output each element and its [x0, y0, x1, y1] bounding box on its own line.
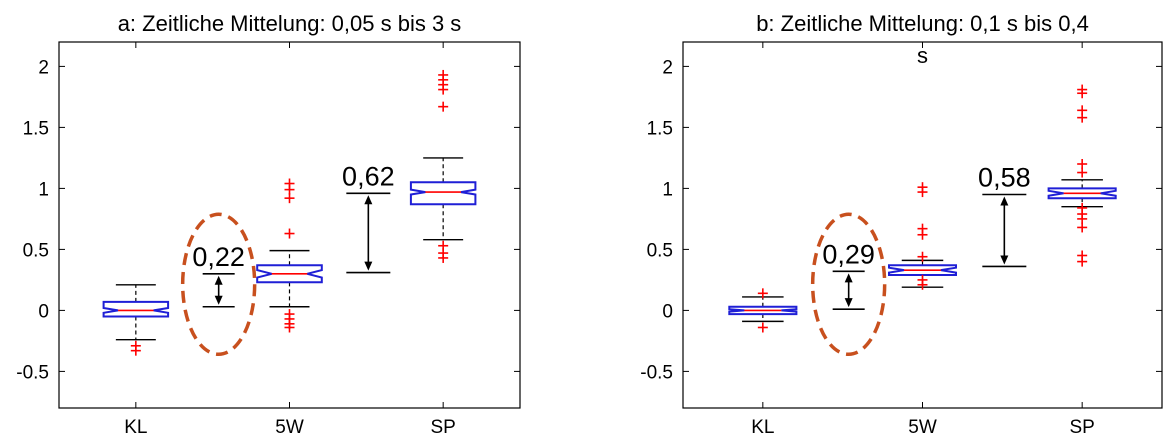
outlier-marker	[757, 288, 768, 299]
x-category-label: SP	[1069, 417, 1094, 438]
chart-title: a: Zeitliche Mittelung: 0,05 s bis 3 s	[118, 11, 462, 36]
outlier-marker	[284, 228, 295, 239]
difference-annotation: 0,29	[810, 212, 887, 357]
chart-title-line2: s	[917, 43, 928, 68]
panel-b-chart: b: Zeitliche Mittelung: 0,1 s bis 0,4 s 2 1…	[640, 11, 1163, 438]
y-tick-label: -0.5	[16, 362, 49, 383]
arrowhead-down	[364, 261, 373, 271]
difference-label: 0,58	[978, 163, 1031, 193]
arrowhead-up	[214, 275, 223, 285]
outlier-marker	[757, 322, 768, 333]
outlier-marker	[130, 345, 141, 356]
difference-annotation: 0,58	[978, 163, 1031, 268]
box-SP	[1047, 84, 1117, 267]
x-category-label: KL	[124, 417, 147, 438]
box-KL	[102, 284, 170, 356]
y-tick-label: -0.5	[640, 362, 673, 383]
y-tick-label: 1.5	[23, 118, 49, 139]
y-tick-label: 2	[38, 57, 49, 78]
difference-annotation: 0,62	[342, 161, 395, 274]
box-SP	[409, 69, 477, 263]
box-KL	[728, 288, 798, 333]
y-tick-label: 0.5	[647, 240, 673, 261]
notched-box	[1047, 187, 1117, 200]
notched-box	[888, 264, 957, 276]
outlier-marker	[917, 229, 928, 240]
x-category-label: SP	[430, 417, 455, 438]
outlier-marker	[1077, 88, 1088, 99]
box-5W	[888, 182, 957, 290]
highlight-ellipse	[180, 212, 257, 357]
y-tick-label: 1	[662, 179, 673, 200]
outlier-marker	[1077, 112, 1088, 123]
notched-box	[728, 305, 798, 316]
outlier-marker	[917, 279, 928, 290]
arrowhead-down	[844, 298, 853, 308]
outlier-marker	[438, 101, 449, 112]
outlier-marker	[284, 193, 295, 204]
difference-annotation: 0,22	[180, 212, 257, 357]
x-category-label: KL	[751, 417, 774, 438]
notched-box	[409, 181, 477, 206]
y-tick-label: 0	[38, 301, 49, 322]
outlier-marker	[1077, 256, 1088, 267]
y-tick-label: 0	[662, 301, 673, 322]
outlier-marker	[1077, 159, 1088, 169]
y-tick-label: 2	[662, 57, 673, 78]
outlier-marker	[917, 251, 928, 262]
x-category-label: 5W	[908, 417, 937, 438]
outlier-marker	[1077, 167, 1088, 178]
outlier-marker	[438, 84, 449, 95]
highlight-ellipse	[810, 212, 887, 357]
plot-frame	[58, 41, 521, 409]
box-5W	[256, 178, 323, 333]
outlier-marker	[1077, 222, 1088, 233]
chart-title: b: Zeitliche Mittelung: 0,1 s bis 0,4	[756, 11, 1089, 36]
outlier-marker	[1077, 213, 1088, 224]
arrowhead-up	[1000, 196, 1009, 206]
outlier-marker	[284, 322, 295, 333]
difference-label: 0,62	[342, 161, 395, 191]
y-tick-label: 1.5	[647, 118, 673, 139]
y-tick-label: 0.5	[23, 240, 49, 261]
arrowhead-up	[364, 195, 373, 205]
panel-a-chart: a: Zeitliche Mittelung: 0,05 s bis 3 s 2 1…	[16, 11, 521, 438]
difference-label: 0,29	[822, 239, 875, 269]
outlier-marker	[438, 252, 449, 263]
difference-label: 0,22	[192, 242, 245, 272]
notched-box	[256, 264, 323, 284]
arrowhead-down	[1000, 255, 1009, 265]
arrowhead-up	[844, 273, 853, 283]
arrowhead-down	[214, 295, 223, 305]
y-tick-label: 1	[38, 179, 49, 200]
outlier-marker	[917, 187, 928, 198]
x-category-label: 5W	[275, 417, 304, 438]
outlier-marker	[284, 184, 295, 195]
notched-box	[102, 300, 170, 318]
